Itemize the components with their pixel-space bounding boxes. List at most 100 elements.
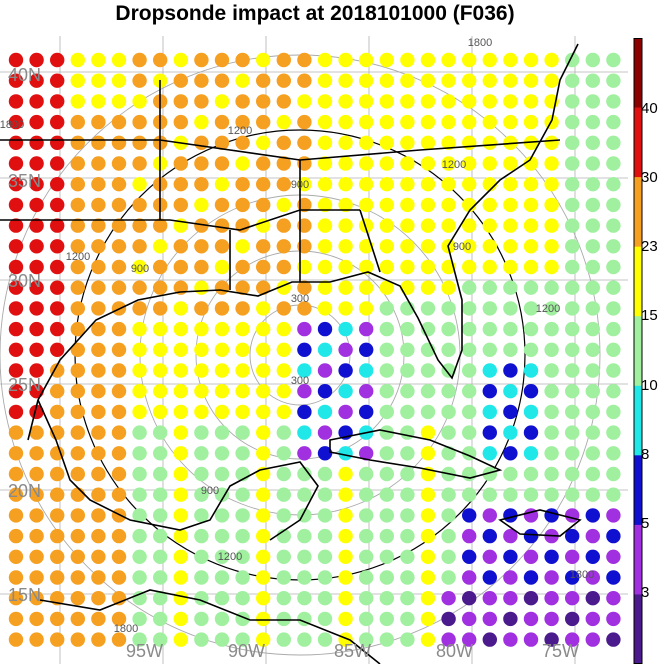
impact-dot xyxy=(400,528,415,544)
impact-dot xyxy=(462,156,477,171)
colorbar-label-30: 30 xyxy=(641,169,658,186)
impact-dot xyxy=(523,528,539,544)
impact-dot xyxy=(544,591,559,606)
impact-dot xyxy=(359,487,374,502)
impact-dot xyxy=(214,342,230,357)
impact-dot xyxy=(400,239,415,254)
impact-dot xyxy=(565,321,580,337)
impact-dot xyxy=(276,466,291,482)
impact-dot xyxy=(91,404,106,420)
impact-dot xyxy=(8,508,24,523)
impact-dot xyxy=(606,384,621,399)
impact-dot xyxy=(173,363,188,378)
impact-dot xyxy=(585,611,600,627)
impact-dot xyxy=(482,218,497,233)
impact-dot xyxy=(50,259,65,275)
impact-dot xyxy=(544,218,559,233)
impact-dot xyxy=(359,342,374,357)
impact-dot xyxy=(400,487,415,502)
impact-dot xyxy=(132,591,147,606)
impact-dot xyxy=(462,301,477,316)
impact-dot xyxy=(173,156,188,171)
impact-dot xyxy=(482,384,497,399)
impact-dot xyxy=(214,73,230,88)
impact-dot xyxy=(482,135,497,150)
impact-dot xyxy=(132,570,147,585)
impact-dot xyxy=(482,114,497,130)
impact-dot xyxy=(441,549,456,564)
impact-dot xyxy=(503,632,518,647)
impact-dot xyxy=(29,570,44,585)
impact-dot xyxy=(276,177,291,192)
impact-dot xyxy=(544,52,559,68)
impact-dot xyxy=(441,363,456,378)
impact-dot xyxy=(91,321,106,337)
impact-dot xyxy=(606,487,621,502)
impact-dot xyxy=(338,239,353,254)
colorbar-bin xyxy=(634,246,642,317)
impact-dot xyxy=(153,239,168,254)
impact-dot xyxy=(91,218,106,233)
impact-dot xyxy=(153,591,168,606)
impact-dot xyxy=(462,384,477,399)
impact-dot xyxy=(91,570,106,585)
impact-dot xyxy=(194,94,209,109)
impact-dot xyxy=(606,528,621,544)
impact-dot xyxy=(544,611,559,627)
impact-dot xyxy=(338,549,353,564)
impact-dot xyxy=(379,487,394,502)
impact-dot xyxy=(441,177,456,192)
impact-dot xyxy=(585,549,600,564)
impact-dot xyxy=(29,446,44,461)
impact-dot xyxy=(585,528,600,544)
impact-dot xyxy=(29,508,44,523)
impact-dot xyxy=(585,94,600,109)
impact-dot xyxy=(214,135,230,150)
impact-dot xyxy=(8,73,24,88)
impact-dot xyxy=(462,591,477,606)
impact-dot xyxy=(338,363,353,378)
impact-dot xyxy=(276,239,291,254)
impact-dot xyxy=(29,156,44,171)
impact-dot xyxy=(503,570,518,585)
impact-dot xyxy=(482,259,497,275)
impact-dot xyxy=(256,321,271,337)
impact-dot xyxy=(29,363,44,378)
impact-dot xyxy=(194,384,209,399)
impact-dot xyxy=(544,549,559,564)
impact-dot xyxy=(50,487,65,502)
impact-dot xyxy=(29,549,44,564)
impact-dot xyxy=(523,177,539,192)
impact-dot xyxy=(359,570,374,585)
impact-dot xyxy=(70,301,86,316)
impact-dot xyxy=(50,280,65,295)
impact-dot xyxy=(585,114,600,130)
impact-dot xyxy=(606,73,621,88)
impact-dot xyxy=(462,94,477,109)
impact-dot xyxy=(359,114,374,130)
impact-dot xyxy=(256,363,271,378)
impact-dot xyxy=(91,466,106,482)
impact-dot xyxy=(235,446,250,461)
impact-dot xyxy=(194,570,209,585)
impact-dot xyxy=(338,487,353,502)
impact-dot xyxy=(400,570,415,585)
impact-dot xyxy=(565,404,580,420)
impact-dot xyxy=(585,218,600,233)
impact-dot xyxy=(194,549,209,564)
impact-dot xyxy=(379,570,394,585)
impact-dot xyxy=(544,384,559,399)
impact-dot xyxy=(91,632,106,647)
impact-dot xyxy=(379,197,394,213)
impact-dot xyxy=(338,404,353,420)
impact-dot xyxy=(132,73,147,88)
impact-dot xyxy=(482,487,497,502)
impact-dot xyxy=(194,177,209,192)
impact-dot xyxy=(256,570,271,585)
impact-dot xyxy=(8,259,24,275)
impact-dot xyxy=(585,363,600,378)
impact-dot xyxy=(565,591,580,606)
impact-dot xyxy=(153,466,168,482)
impact-dot xyxy=(585,632,600,647)
impact-dot xyxy=(297,94,312,109)
